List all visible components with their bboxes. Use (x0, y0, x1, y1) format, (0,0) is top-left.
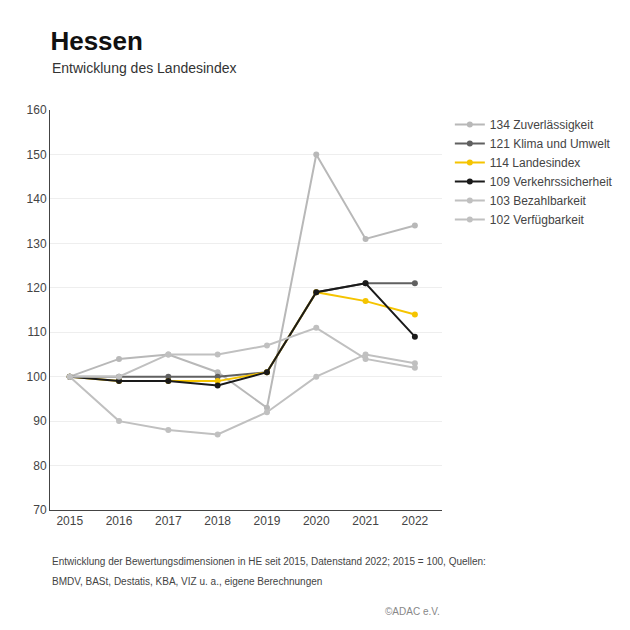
svg-text:110: 110 (27, 325, 46, 339)
svg-text:BMDV, BASt, Destatis, KBA, VIZ: BMDV, BASt, Destatis, KBA, VIZ u. a., ei… (52, 576, 322, 587)
svg-text:2017: 2017 (155, 514, 182, 528)
svg-text:160: 160 (27, 103, 47, 117)
svg-text:121 Klima und Umwelt: 121 Klima und Umwelt (490, 137, 611, 151)
svg-text:134 Zuverlässigkeit: 134 Zuverlässigkeit (490, 118, 594, 132)
svg-text:120: 120 (27, 281, 47, 295)
svg-text:103 Bezahlbarkeit: 103 Bezahlbarkeit (490, 194, 587, 208)
svg-text:2021: 2021 (352, 514, 379, 528)
svg-text:102 Verfügbarkeit: 102 Verfügbarkeit (490, 213, 585, 227)
svg-text:Entwicklung des Landesindex: Entwicklung des Landesindex (52, 60, 236, 76)
svg-text:109 Verkehrssicherheit: 109 Verkehrssicherheit (490, 175, 613, 189)
svg-text:©ADAC e.V.: ©ADAC e.V. (385, 606, 440, 617)
svg-text:2015: 2015 (56, 514, 83, 528)
svg-text:2019: 2019 (254, 514, 281, 528)
svg-text:Entwicklung der Bewertungsdime: Entwicklung der Bewertungsdimensionen in… (52, 556, 486, 567)
svg-text:Hessen: Hessen (50, 26, 142, 56)
svg-text:90: 90 (33, 414, 47, 428)
svg-text:2018: 2018 (204, 514, 231, 528)
svg-text:2016: 2016 (106, 514, 133, 528)
svg-text:150: 150 (27, 148, 47, 162)
svg-text:130: 130 (27, 237, 47, 251)
svg-text:2020: 2020 (303, 514, 330, 528)
svg-text:70: 70 (33, 503, 47, 517)
svg-text:100: 100 (27, 370, 47, 384)
svg-text:80: 80 (33, 459, 47, 473)
svg-text:140: 140 (27, 192, 47, 206)
svg-text:114 Landesindex: 114 Landesindex (490, 156, 581, 170)
svg-text:2022: 2022 (402, 514, 429, 528)
